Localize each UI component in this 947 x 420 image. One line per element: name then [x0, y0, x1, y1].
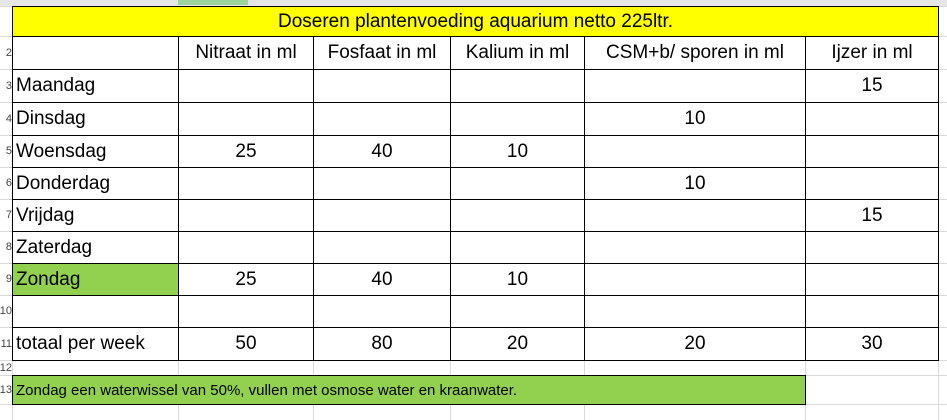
- row-number[interactable]: 8: [5, 241, 12, 253]
- value-cell[interactable]: [805, 102, 939, 136]
- value-cell[interactable]: [584, 199, 806, 232]
- row-label-cell[interactable]: Zondag: [12, 263, 179, 296]
- value-cell[interactable]: [178, 199, 314, 232]
- value-cell[interactable]: 10: [584, 102, 806, 136]
- value-cell[interactable]: [313, 69, 451, 103]
- value-cell[interactable]: [178, 295, 314, 328]
- value-cell[interactable]: [313, 199, 451, 232]
- row-label-cell[interactable]: Dinsdag: [12, 102, 179, 136]
- header-cell[interactable]: Nitraat in ml: [178, 36, 314, 70]
- value-cell[interactable]: [805, 135, 939, 168]
- header-cell[interactable]: Fosfaat in ml: [313, 36, 451, 70]
- value-cell[interactable]: 40: [313, 135, 451, 168]
- value-cell[interactable]: [584, 135, 806, 168]
- value-cell[interactable]: 10: [450, 263, 585, 296]
- row-number[interactable]: 5: [5, 145, 12, 157]
- value-cell[interactable]: 10: [450, 135, 585, 168]
- row-label-cell[interactable]: Maandag: [12, 69, 179, 103]
- value-cell[interactable]: [178, 102, 314, 136]
- value-cell[interactable]: [584, 295, 806, 328]
- value-cell[interactable]: 20: [450, 327, 585, 361]
- row-number[interactable]: 13: [0, 383, 12, 396]
- value-cell[interactable]: [450, 167, 585, 200]
- value-cell[interactable]: [450, 295, 585, 328]
- row-number[interactable]: 7: [5, 209, 12, 221]
- value-cell[interactable]: [584, 263, 806, 296]
- row-number[interactable]: 3: [5, 79, 12, 92]
- value-cell[interactable]: [584, 69, 806, 103]
- value-cell[interactable]: [313, 231, 451, 264]
- value-cell[interactable]: [313, 102, 451, 136]
- row-number[interactable]: 10: [0, 305, 12, 317]
- value-cell[interactable]: [450, 231, 585, 264]
- value-cell[interactable]: [584, 231, 806, 264]
- value-cell[interactable]: [178, 231, 314, 264]
- row-label-cell[interactable]: [12, 295, 179, 328]
- row-number[interactable]: 6: [5, 177, 12, 189]
- value-cell[interactable]: 30: [805, 327, 939, 361]
- value-cell[interactable]: [178, 167, 314, 200]
- value-cell[interactable]: [313, 167, 451, 200]
- header-cell[interactable]: [12, 36, 179, 70]
- value-cell[interactable]: 10: [584, 167, 806, 200]
- value-cell[interactable]: 20: [584, 327, 806, 361]
- row-number[interactable]: 9: [5, 273, 12, 285]
- value-cell[interactable]: [805, 295, 939, 328]
- header-cell[interactable]: Kalium in ml: [450, 36, 585, 70]
- value-cell[interactable]: 40: [313, 263, 451, 296]
- value-cell[interactable]: 25: [178, 263, 314, 296]
- title-cell[interactable]: Doseren plantenvoeding aquarium netto 22…: [12, 6, 939, 37]
- header-cell[interactable]: CSM+b/ sporen in ml: [584, 36, 806, 70]
- value-cell[interactable]: [450, 69, 585, 103]
- value-cell[interactable]: 15: [805, 69, 939, 103]
- value-cell[interactable]: [805, 167, 939, 200]
- row-label-cell[interactable]: Woensdag: [12, 135, 179, 168]
- row-number[interactable]: 11: [0, 337, 12, 350]
- row-label-cell[interactable]: totaal per week: [12, 327, 179, 361]
- value-cell[interactable]: [450, 199, 585, 232]
- row-label-cell[interactable]: Donderdag: [12, 167, 179, 200]
- row-label-cell[interactable]: Zaterdag: [12, 231, 179, 264]
- value-cell[interactable]: [805, 263, 939, 296]
- value-cell[interactable]: [178, 69, 314, 103]
- row-number[interactable]: 4: [5, 112, 12, 125]
- value-cell[interactable]: [805, 231, 939, 264]
- value-cell[interactable]: 15: [805, 199, 939, 232]
- row-number[interactable]: 12: [0, 361, 12, 374]
- selected-column-indicator: [178, 0, 248, 5]
- value-cell[interactable]: 80: [313, 327, 451, 361]
- row-number[interactable]: 2: [5, 46, 12, 59]
- column-header-bar: [0, 0, 947, 6]
- value-cell[interactable]: [313, 295, 451, 328]
- header-cell[interactable]: Ijzer in ml: [805, 36, 939, 70]
- note-cell[interactable]: Zondag een waterwissel van 50%, vullen m…: [12, 375, 806, 405]
- value-cell[interactable]: 25: [178, 135, 314, 168]
- value-cell[interactable]: 50: [178, 327, 314, 361]
- row-label-cell[interactable]: Vrijdag: [12, 199, 179, 232]
- value-cell[interactable]: [450, 102, 585, 136]
